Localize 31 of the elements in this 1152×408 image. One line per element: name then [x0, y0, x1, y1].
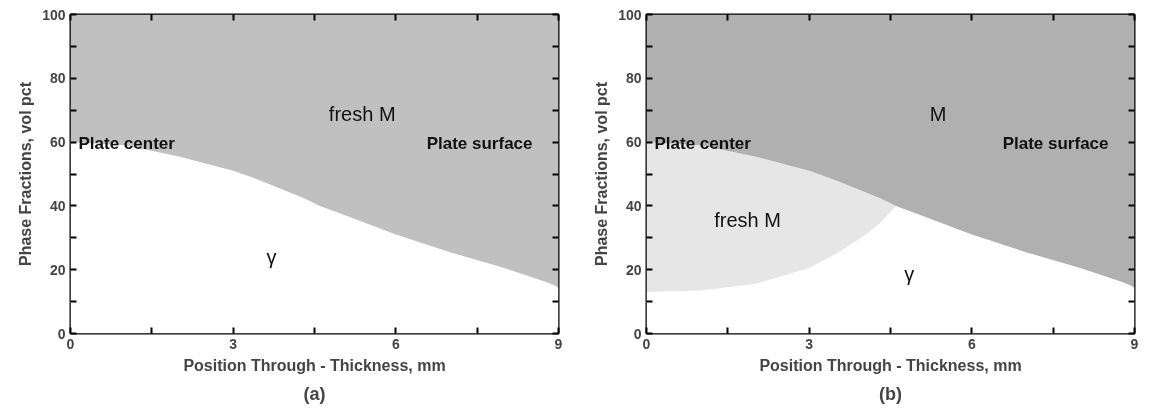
x-axis-title: Position Through - Thickness, mm	[183, 356, 446, 374]
series-label: γ	[904, 262, 915, 285]
x-tick-label: 3	[229, 335, 238, 352]
series-label: M	[929, 103, 947, 126]
annotation: Plate surface	[426, 134, 533, 153]
series-label: fresh M	[328, 103, 396, 126]
y-tick-label: 40	[625, 197, 642, 214]
x-tick-label: 6	[967, 335, 976, 352]
y-tick-label: 20	[625, 261, 642, 278]
x-tick-label: 3	[805, 335, 814, 352]
y-tick-label: 100	[618, 6, 642, 23]
y-tick-label: 20	[49, 261, 66, 278]
y-tick-label: 60	[49, 134, 66, 151]
x-axis-title: Position Through - Thickness, mm	[759, 356, 1022, 374]
annotation: Plate surface	[1002, 134, 1109, 153]
y-tick-label: 80	[49, 70, 66, 87]
y-tick-label: 40	[49, 197, 66, 214]
y-axis-title: Phase Fractions, vol pct	[593, 81, 611, 267]
annotation: Plate center	[78, 134, 176, 153]
y-tick-label: 100	[42, 6, 66, 23]
text: (a)	[303, 383, 326, 404]
y-tick-label: 80	[625, 70, 642, 87]
x-tick-label: 6	[391, 335, 400, 352]
series-label: fresh M	[714, 209, 781, 232]
y-tick-label: 60	[625, 134, 642, 151]
annotation: Plate center	[654, 134, 752, 153]
series-label: γ	[266, 245, 277, 268]
text: (b)	[879, 383, 902, 404]
x-tick-label: 9	[1130, 335, 1139, 352]
x-tick-label: 9	[554, 335, 563, 352]
y-axis-title: Phase Fractions, vol pct	[17, 81, 35, 267]
